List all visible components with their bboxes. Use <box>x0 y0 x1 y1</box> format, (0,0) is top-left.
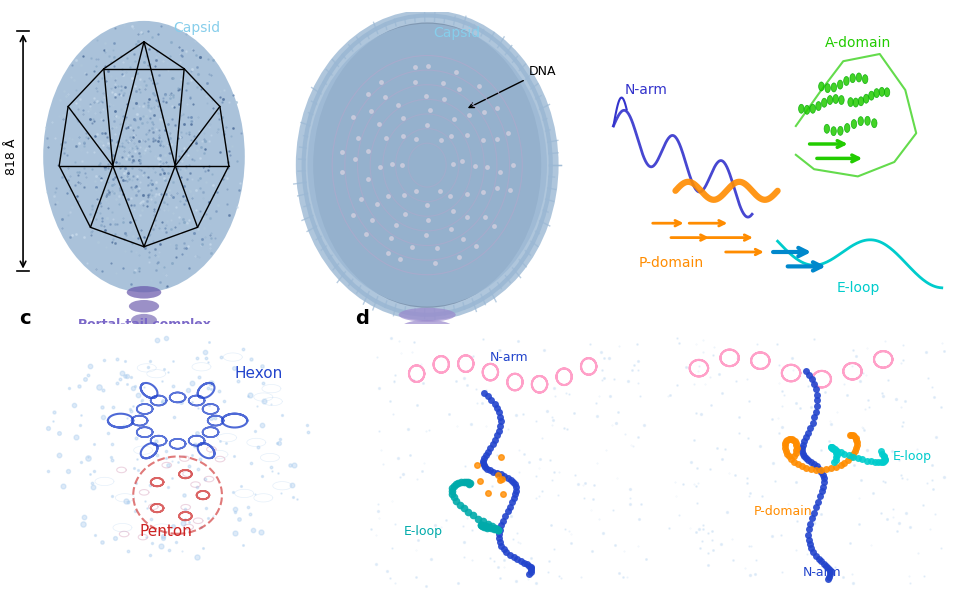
Text: E-loop: E-loop <box>893 450 931 463</box>
Ellipse shape <box>872 119 877 128</box>
Ellipse shape <box>848 98 853 107</box>
Ellipse shape <box>131 344 157 393</box>
Ellipse shape <box>839 95 844 104</box>
Ellipse shape <box>828 95 832 104</box>
Text: Capsid: Capsid <box>434 26 481 40</box>
Ellipse shape <box>837 80 843 89</box>
Ellipse shape <box>862 74 868 83</box>
Ellipse shape <box>129 300 159 313</box>
Ellipse shape <box>125 383 162 410</box>
Ellipse shape <box>824 124 829 133</box>
Ellipse shape <box>865 116 870 125</box>
Ellipse shape <box>831 83 836 92</box>
Ellipse shape <box>858 116 863 125</box>
Text: P-domain: P-domain <box>754 505 812 518</box>
Text: N-arm: N-arm <box>624 83 667 97</box>
Text: 818 Å: 818 Å <box>5 139 18 175</box>
Text: Capsid: Capsid <box>173 21 220 35</box>
Ellipse shape <box>810 104 815 113</box>
Ellipse shape <box>844 76 850 85</box>
Text: P-domain: P-domain <box>639 256 704 270</box>
Text: Penton: Penton <box>139 523 192 539</box>
Ellipse shape <box>131 314 157 326</box>
Text: Portal-tail complex: Portal-tail complex <box>78 317 210 331</box>
Ellipse shape <box>43 21 245 292</box>
Ellipse shape <box>858 97 864 106</box>
Text: A-domain: A-domain <box>825 36 891 50</box>
Ellipse shape <box>822 98 827 107</box>
Ellipse shape <box>135 342 153 354</box>
Ellipse shape <box>816 101 821 110</box>
Ellipse shape <box>127 286 161 299</box>
Ellipse shape <box>804 105 810 114</box>
Text: E-loop: E-loop <box>836 281 879 295</box>
Text: d: d <box>355 309 369 328</box>
Ellipse shape <box>852 119 856 128</box>
Ellipse shape <box>853 98 858 107</box>
Ellipse shape <box>850 74 855 83</box>
Text: c: c <box>19 309 31 328</box>
Ellipse shape <box>831 127 836 136</box>
Ellipse shape <box>296 10 559 320</box>
Ellipse shape <box>869 91 875 100</box>
Ellipse shape <box>838 127 843 136</box>
Ellipse shape <box>405 332 449 346</box>
Ellipse shape <box>313 22 541 308</box>
Ellipse shape <box>833 95 838 104</box>
Ellipse shape <box>398 308 456 322</box>
Text: N-arm: N-arm <box>803 566 841 579</box>
Ellipse shape <box>799 104 804 113</box>
Ellipse shape <box>402 320 452 334</box>
Text: E-loop: E-loop <box>403 524 443 538</box>
Ellipse shape <box>845 124 850 133</box>
Ellipse shape <box>825 83 830 92</box>
Text: N-arm: N-arm <box>490 350 528 364</box>
Ellipse shape <box>874 89 879 98</box>
Text: DNA: DNA <box>469 65 556 107</box>
Ellipse shape <box>307 24 547 307</box>
Ellipse shape <box>879 88 884 97</box>
Ellipse shape <box>408 346 446 381</box>
Text: Hexon: Hexon <box>234 366 283 381</box>
Ellipse shape <box>133 328 155 340</box>
Text: Capsid (gp19): Capsid (gp19) <box>729 342 827 356</box>
Ellipse shape <box>863 94 869 103</box>
Ellipse shape <box>884 88 890 97</box>
Ellipse shape <box>408 344 446 358</box>
Ellipse shape <box>856 73 862 82</box>
Ellipse shape <box>819 82 824 91</box>
